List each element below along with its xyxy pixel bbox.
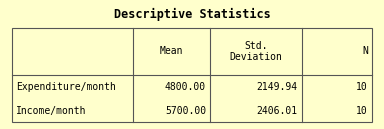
Text: 5700.00: 5700.00 <box>165 106 206 116</box>
Text: Descriptive Statistics: Descriptive Statistics <box>114 7 270 21</box>
Text: N: N <box>362 46 368 57</box>
Text: Mean: Mean <box>159 46 183 57</box>
Text: 4800.00: 4800.00 <box>165 82 206 92</box>
Text: Std.
Deviation: Std. Deviation <box>230 41 282 62</box>
Bar <box>12 28 372 122</box>
Text: 10: 10 <box>356 106 368 116</box>
Text: Expenditure/month: Expenditure/month <box>16 82 116 92</box>
Text: 2406.01: 2406.01 <box>257 106 298 116</box>
Text: 10: 10 <box>356 82 368 92</box>
Text: 2149.94: 2149.94 <box>257 82 298 92</box>
Text: Income/month: Income/month <box>16 106 86 116</box>
